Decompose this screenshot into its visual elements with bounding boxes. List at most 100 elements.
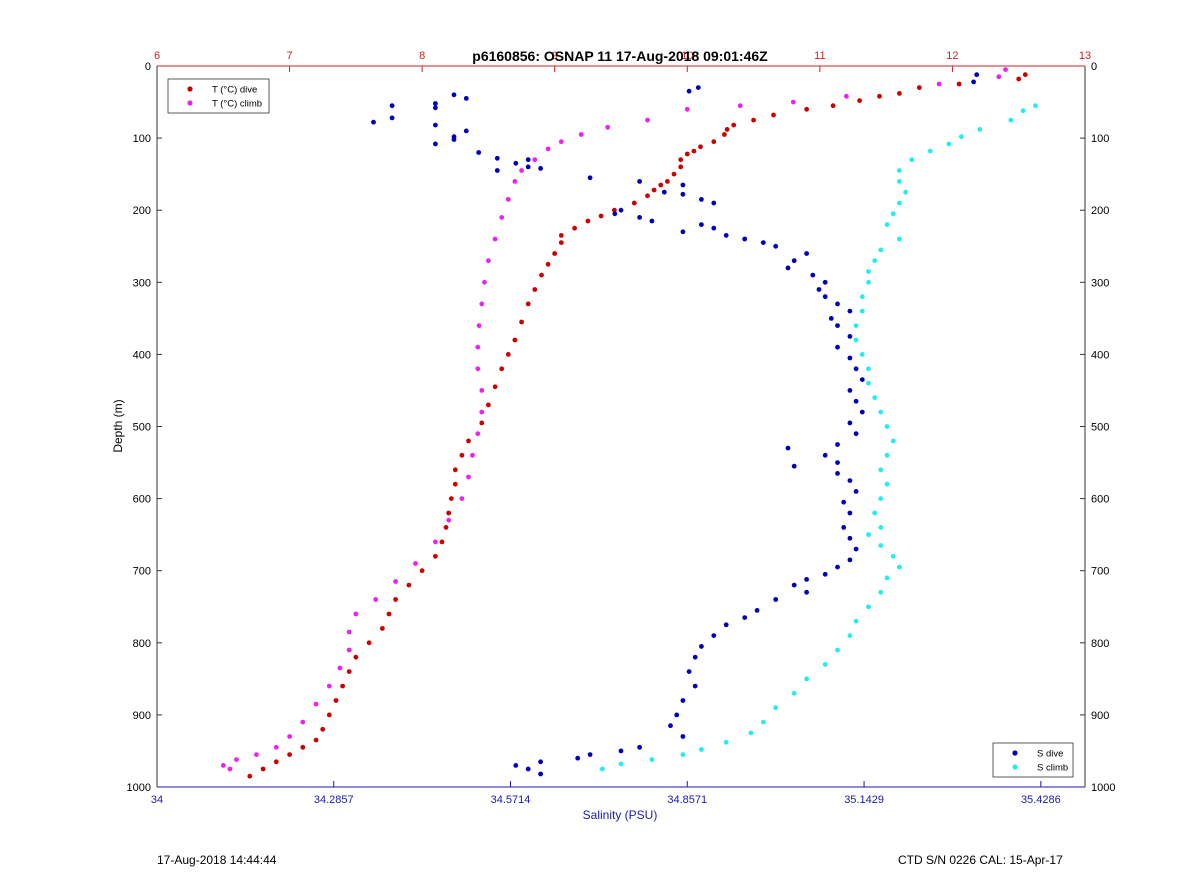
data-point-t-c-climb bbox=[486, 258, 491, 264]
data-point-t-c-dive bbox=[857, 98, 862, 103]
data-point-s-dive bbox=[618, 207, 624, 213]
data-point-t-c-dive bbox=[505, 352, 511, 357]
data-point-t-c-dive bbox=[612, 207, 617, 213]
data-point-t-c-dive bbox=[525, 301, 531, 307]
data-point-t-c-climb bbox=[346, 629, 352, 635]
legend-marker bbox=[187, 86, 193, 92]
y-tick-label-left: 1000 bbox=[127, 782, 151, 794]
top-axis-tick-label: 7 bbox=[287, 50, 293, 62]
data-point-t-c-dive bbox=[439, 539, 445, 545]
data-point-s-climb bbox=[723, 739, 729, 745]
data-point-s-dive bbox=[637, 744, 642, 750]
bottom-axis-tick-label: 34 bbox=[151, 794, 163, 806]
y-tick-label-left: 500 bbox=[133, 422, 151, 434]
data-point-s-dive bbox=[853, 546, 859, 552]
data-point-t-c-dive bbox=[877, 93, 882, 99]
data-point-s-climb bbox=[903, 189, 908, 195]
data-point-s-climb bbox=[890, 438, 896, 444]
data-point-s-dive bbox=[791, 258, 797, 264]
data-point-s-dive bbox=[822, 279, 828, 285]
data-point-s-climb bbox=[878, 543, 884, 548]
data-point-s-dive bbox=[587, 175, 593, 181]
data-point-t-c-climb bbox=[645, 117, 650, 123]
data-point-t-c-climb bbox=[605, 124, 611, 130]
data-point-s-dive bbox=[847, 510, 853, 516]
data-point-t-c-climb bbox=[684, 106, 690, 112]
data-point-s-climb bbox=[853, 337, 859, 343]
data-point-s-dive bbox=[841, 499, 847, 505]
data-point-t-c-dive bbox=[532, 287, 538, 292]
data-point-t-c-dive bbox=[684, 151, 690, 157]
y-tick-label-left: 400 bbox=[133, 349, 151, 361]
data-point-s-dive bbox=[841, 525, 847, 530]
y-tick-label-right: 800 bbox=[1091, 638, 1109, 650]
data-point-s-dive bbox=[822, 571, 828, 577]
data-point-s-climb bbox=[680, 752, 686, 757]
data-point-s-dive bbox=[433, 122, 438, 128]
data-point-t-c-dive bbox=[671, 171, 677, 177]
data-point-s-dive bbox=[835, 301, 840, 307]
data-point-t-c-dive bbox=[452, 467, 458, 473]
data-point-s-dive bbox=[371, 119, 376, 125]
data-point-t-c-dive bbox=[287, 752, 292, 757]
data-point-t-c-dive bbox=[651, 187, 657, 193]
data-point-t-c-dive bbox=[448, 496, 454, 501]
data-point-t-c-dive bbox=[830, 103, 836, 109]
data-point-t-c-climb bbox=[337, 665, 343, 671]
data-point-t-c-dive bbox=[916, 85, 922, 90]
data-point-t-c-dive bbox=[631, 200, 637, 206]
data-point-s-climb bbox=[859, 294, 865, 300]
data-point-s-dive bbox=[686, 88, 692, 94]
data-point-s-dive bbox=[754, 608, 760, 613]
data-point-s-climb bbox=[1033, 103, 1038, 109]
data-point-t-c-climb bbox=[996, 74, 1002, 80]
data-point-t-c-climb bbox=[393, 579, 398, 584]
data-point-s-climb bbox=[866, 366, 871, 372]
data-point-s-dive bbox=[433, 141, 438, 147]
data-point-t-c-dive bbox=[1022, 72, 1028, 78]
top-axis-tick-label: 12 bbox=[946, 50, 958, 62]
data-point-s-climb bbox=[835, 647, 840, 653]
data-point-t-c-dive bbox=[433, 553, 438, 559]
data-point-s-dive bbox=[463, 128, 469, 134]
data-point-t-c-dive bbox=[771, 112, 776, 118]
y-tick-label-left: 600 bbox=[133, 494, 151, 506]
bottom-axis-tick-label: 34.2857 bbox=[314, 794, 354, 806]
data-point-s-climb bbox=[897, 564, 902, 570]
data-point-s-dive bbox=[699, 222, 704, 228]
data-point-t-c-climb bbox=[479, 409, 485, 415]
data-point-s-dive bbox=[692, 683, 698, 689]
top-axis-tick-label: 13 bbox=[1079, 50, 1091, 62]
data-point-s-dive bbox=[835, 442, 840, 447]
data-point-s-climb bbox=[878, 467, 884, 473]
data-point-s-dive bbox=[538, 771, 543, 777]
data-point-s-dive bbox=[835, 460, 840, 465]
data-point-s-dive bbox=[804, 577, 809, 582]
y-axis-label: Depth (m) bbox=[111, 399, 125, 452]
y-tick-label-right: 900 bbox=[1091, 710, 1109, 722]
data-point-s-climb bbox=[618, 761, 624, 767]
data-point-s-dive bbox=[971, 79, 976, 85]
data-point-t-c-climb bbox=[505, 197, 511, 202]
data-point-s-dive bbox=[463, 96, 469, 101]
data-point-t-c-climb bbox=[479, 388, 485, 393]
footer-ctd-info: CTD S/N 0226 CAL: 15-Apr-17 bbox=[898, 853, 1063, 867]
data-point-t-c-climb bbox=[475, 431, 481, 437]
top-axis-tick-label: 9 bbox=[552, 50, 558, 62]
data-point-t-c-climb bbox=[737, 103, 743, 109]
data-point-t-c-climb bbox=[234, 757, 239, 762]
data-point-t-c-climb bbox=[475, 344, 481, 350]
data-point-t-c-climb bbox=[446, 517, 452, 523]
data-point-t-c-dive bbox=[598, 213, 604, 219]
y-tick-label-left: 200 bbox=[133, 205, 151, 217]
data-point-s-climb bbox=[878, 525, 884, 530]
data-point-t-c-dive bbox=[386, 611, 392, 617]
footer-timestamp: 17-Aug-2018 14:44:44 bbox=[157, 853, 277, 867]
data-point-s-dive bbox=[853, 398, 859, 404]
data-point-s-dive bbox=[822, 452, 828, 458]
y-tick-label-right: 400 bbox=[1091, 349, 1109, 361]
data-point-s-dive bbox=[612, 211, 618, 217]
data-point-s-dive bbox=[791, 463, 797, 469]
data-point-s-dive bbox=[847, 535, 853, 541]
data-point-s-climb bbox=[890, 553, 896, 559]
